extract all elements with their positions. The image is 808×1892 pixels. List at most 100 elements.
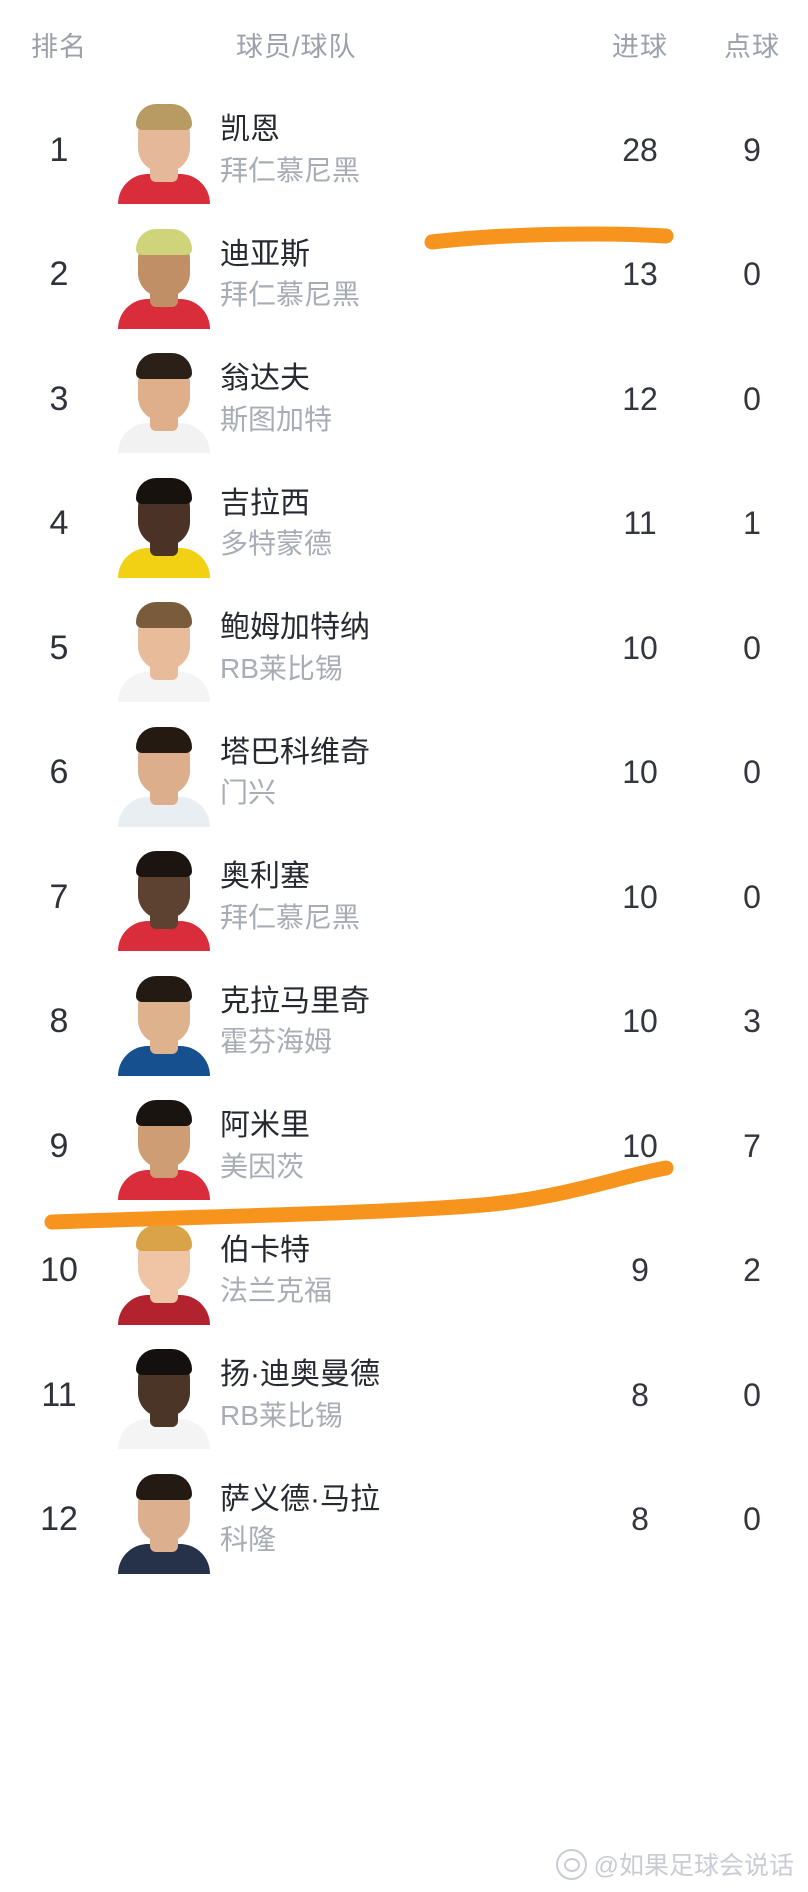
player-name: 塔巴科维奇 — [220, 735, 370, 769]
player-name: 鲍姆加特纳 — [220, 611, 370, 645]
player-avatar — [118, 1216, 210, 1325]
penalties-value: 0 — [743, 380, 761, 417]
team-name: 门兴 — [220, 777, 277, 809]
player-name-block: 迪亚斯 拜仁慕尼黑 — [220, 236, 360, 314]
goals-value: 8 — [631, 1376, 649, 1413]
watermark: @如果足球会说话 — [555, 1846, 794, 1882]
team-name: 美因茨 — [220, 1150, 305, 1182]
team-name: 多特蒙德 — [220, 528, 333, 560]
player-avatar — [118, 220, 210, 329]
player-name-block: 塔巴科维奇 门兴 — [220, 734, 370, 812]
table-row[interactable]: 6 塔巴科维奇门兴 10 0 — [0, 711, 808, 836]
player-name-block: 奥利塞 拜仁慕尼黑 — [220, 858, 360, 936]
player-cell[interactable]: 伯卡特 法兰克福 — [118, 1216, 584, 1325]
table-row[interactable]: 9 阿米里 美因茨 10 7 — [0, 1084, 808, 1209]
goals-value: 10 — [622, 1127, 658, 1164]
player-name: 阿米里 — [220, 1109, 310, 1143]
rank-value: 6 — [49, 753, 69, 792]
player-name: 迪亚斯 — [220, 237, 310, 271]
player-cell[interactable]: 吉拉西 多特蒙德 — [118, 469, 584, 578]
player-cell[interactable]: 塔巴科维奇 门兴 — [118, 718, 584, 827]
penalties-value: 0 — [743, 878, 761, 915]
table-row[interactable]: 2 迪亚斯 拜仁慕尼黑 13 0 — [0, 213, 808, 338]
column-header-rank: 排名 — [31, 31, 87, 62]
player-name-block: 伯卡特 法兰克福 — [220, 1232, 332, 1310]
goals-value: 10 — [622, 754, 658, 791]
column-header-penalties: 点球 — [724, 31, 780, 62]
player-cell[interactable]: 克拉马里奇 霍芬海姆 — [118, 967, 584, 1076]
player-avatar — [118, 96, 210, 205]
player-avatar — [118, 469, 210, 578]
player-cell[interactable]: 阿米里 美因茨 — [118, 1092, 584, 1201]
player-avatar — [118, 1341, 210, 1450]
goals-value: 10 — [622, 629, 658, 666]
weibo-icon — [555, 1848, 587, 1880]
player-cell[interactable]: 鲍姆加特纳 RB莱比锡 — [118, 594, 584, 703]
rank-value: 3 — [49, 379, 69, 418]
player-cell[interactable]: 凯恩 拜仁慕尼黑 — [118, 96, 584, 205]
table-row[interactable]: 5 鲍姆加特纳 RB莱比锡 10 0 — [0, 586, 808, 711]
rank-value: 1 — [49, 130, 69, 169]
rank-value: 2 — [49, 255, 69, 294]
player-cell[interactable]: 迪亚斯 拜仁慕尼黑 — [118, 220, 584, 329]
team-name: RB莱比锡 — [220, 652, 343, 684]
player-avatar — [118, 843, 210, 952]
player-cell[interactable]: 翁达夫 斯图加特 — [118, 345, 584, 454]
penalties-value: 9 — [743, 131, 761, 168]
table-row[interactable]: 7 奥利塞 拜仁慕尼黑 10 0 — [0, 835, 808, 960]
team-name: 拜仁慕尼黑 — [220, 154, 361, 186]
player-name-block: 翁达夫 斯图加特 — [220, 360, 332, 438]
player-name-block: 扬·迪奥曼德 RB莱比锡 — [220, 1356, 380, 1434]
goals-value: 11 — [623, 505, 657, 542]
table-row[interactable]: 3 翁达夫斯图加特 12 0 — [0, 337, 808, 462]
penalties-value: 0 — [743, 754, 761, 791]
player-name-block: 阿米里 美因茨 — [220, 1107, 310, 1185]
team-name: RB莱比锡 — [220, 1399, 343, 1431]
penalties-value: 3 — [743, 1003, 761, 1040]
table-row[interactable]: 11 扬·迪奥曼德 RB莱比锡 8 0 — [0, 1333, 808, 1458]
leaderboard-rows: 1 凯恩 拜仁慕尼黑 28 9 2 迪亚斯 拜仁慕尼黑 13 0 3 翁达夫 斯图加特 12 0 4 吉拉西 多特… — [0, 88, 808, 1582]
table-row[interactable]: 1 凯恩 拜仁慕尼黑 28 9 — [0, 88, 808, 213]
penalties-value: 0 — [743, 1501, 761, 1538]
player-avatar — [118, 967, 210, 1076]
penalties-value: 0 — [743, 629, 761, 666]
team-name: 拜仁慕尼黑 — [220, 279, 361, 311]
player-name-block: 克拉马里奇 霍芬海姆 — [220, 983, 370, 1061]
table-row[interactable]: 8 克拉马里奇 霍芬海姆 10 3 — [0, 960, 808, 1085]
player-name-block: 鲍姆加特纳 RB莱比锡 — [220, 609, 370, 687]
player-avatar — [118, 345, 210, 454]
penalties-value: 7 — [743, 1127, 761, 1164]
table-row[interactable]: 12 萨义德·马拉 科隆 8 0 — [0, 1458, 808, 1583]
goals-value: 8 — [631, 1501, 649, 1538]
player-name: 翁达夫 — [220, 362, 310, 396]
rank-value: 10 — [40, 1251, 78, 1290]
goals-value: 10 — [622, 878, 658, 915]
player-avatar — [118, 1092, 210, 1201]
player-name: 凯恩 — [220, 113, 280, 147]
player-avatar — [118, 718, 210, 827]
player-name-block: 凯恩 拜仁慕尼黑 — [220, 111, 360, 189]
rank-value: 5 — [49, 628, 69, 667]
player-name-block: 萨义德·马拉 科隆 — [220, 1481, 380, 1559]
player-name: 吉拉西 — [220, 486, 310, 520]
player-cell[interactable]: 扬·迪奥曼德 RB莱比锡 — [118, 1341, 584, 1450]
watermark-text: @如果足球会说话 — [593, 1852, 794, 1880]
goals-value: 10 — [622, 1003, 658, 1040]
rank-value: 4 — [49, 504, 69, 543]
team-name: 法兰克福 — [220, 1275, 333, 1307]
player-cell[interactable]: 奥利塞 拜仁慕尼黑 — [118, 843, 584, 952]
rank-value: 8 — [49, 1002, 69, 1041]
column-header-player-team: 球员/球队 — [236, 31, 357, 62]
table-row[interactable]: 4 吉拉西 多特蒙德 11 1 — [0, 462, 808, 587]
goals-value: 12 — [622, 380, 658, 417]
player-avatar — [118, 594, 210, 703]
player-cell[interactable]: 萨义德·马拉 科隆 — [118, 1465, 584, 1574]
penalties-value: 0 — [743, 256, 761, 293]
table-header: 排名 球员/球队 进球 点球 — [0, 0, 808, 88]
team-name: 斯图加特 — [220, 403, 333, 435]
penalties-value: 0 — [743, 1376, 761, 1413]
player-name: 克拉马里奇 — [220, 984, 370, 1018]
player-name: 伯卡特 — [220, 1233, 310, 1267]
table-row[interactable]: 10 伯卡特 法兰克福 9 2 — [0, 1209, 808, 1334]
